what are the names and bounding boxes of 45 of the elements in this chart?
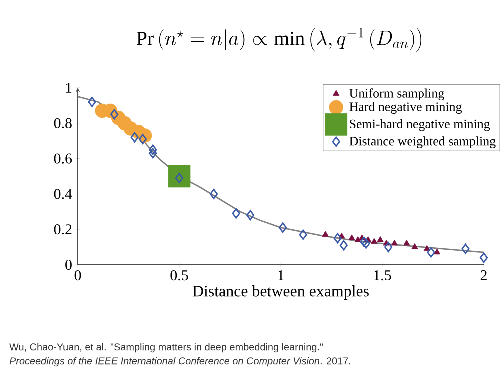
point — [88, 96, 96, 108]
point — [149, 144, 158, 156]
point — [404, 240, 410, 246]
point — [334, 233, 342, 244]
point — [232, 208, 240, 219]
point — [384, 242, 393, 252]
legend-label: Uniform sampling — [350, 88, 444, 101]
point — [391, 240, 398, 246]
chart-title: $\Pr\left(n^{\star}=n|a\right)\propto\min\left(\lambda,q^{-1}\left(D_{an}\right)\right)$ — [136, 28, 422, 52]
point — [322, 231, 329, 237]
x-tick-label: 0 — [74, 270, 82, 281]
point — [168, 165, 191, 188]
point — [377, 236, 384, 242]
y-tick-label: 0.6 — [54, 154, 72, 164]
x-axis-title: Distance between examples — [192, 286, 369, 300]
point — [175, 173, 184, 184]
point — [149, 148, 158, 159]
point — [360, 236, 368, 248]
point — [278, 222, 288, 234]
y-tick-label: 0.2 — [54, 224, 72, 235]
x-tick-label: 2 — [480, 270, 487, 280]
point — [340, 240, 348, 251]
legend-label: Distance weighted sampling — [350, 136, 496, 148]
y-tick-label: 0 — [66, 260, 72, 270]
point — [362, 238, 370, 249]
x-tick-label: 1.5 — [374, 270, 392, 281]
legend-label: Hard negative mining — [350, 102, 462, 114]
point — [434, 248, 441, 255]
x-tick-label: 0.5 — [170, 270, 188, 281]
point — [348, 234, 356, 240]
y-tick-label: 1 — [66, 83, 72, 93]
point — [371, 238, 378, 244]
y-tick-label: 0.8 — [54, 118, 72, 128]
point — [427, 247, 436, 258]
y-tick-label: 0.4 — [54, 189, 72, 200]
point — [462, 244, 470, 254]
x-tick-label: 1 — [278, 270, 284, 280]
text: Proceedings of the IEEE International Conference on Computer Vision. 2017. — [10, 357, 350, 367]
text: Wu, Chao-Yuan, et al. "Sampling matters in deep embedding learning." — [10, 343, 324, 353]
point — [480, 252, 488, 264]
point — [210, 189, 218, 200]
point — [246, 210, 255, 221]
point — [299, 230, 308, 240]
legend-label: Semi-hard negative mining — [350, 119, 490, 132]
point — [412, 244, 418, 250]
